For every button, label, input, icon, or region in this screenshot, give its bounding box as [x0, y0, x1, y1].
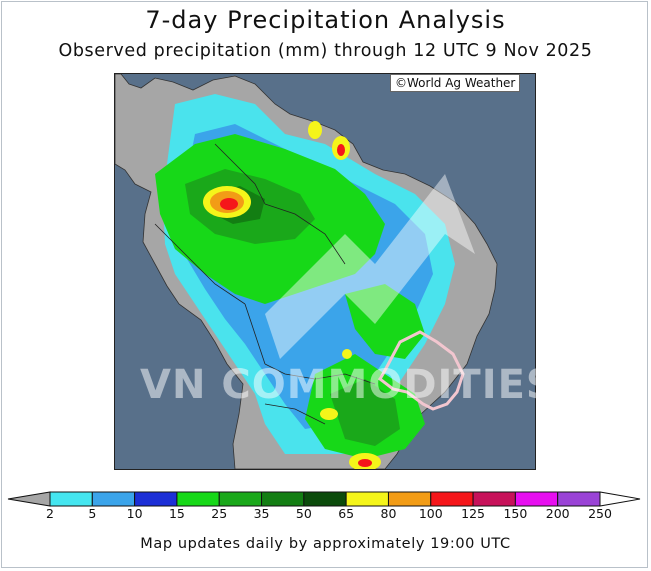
precip-hotspot-north-red [337, 144, 345, 156]
colorbar-segment [218, 491, 263, 507]
colorbar-segment [345, 491, 389, 507]
colorbar-tick-label: 100 [418, 506, 443, 521]
highlighted-region-outline [378, 330, 465, 411]
precip-hotspot-red [220, 198, 238, 210]
watermark-text: VN COMMODITIES [140, 362, 556, 408]
colorbar-segment [387, 491, 432, 507]
colorbar-tick-label: 125 [461, 506, 485, 521]
colorbar-tick-label: 5 [88, 506, 97, 521]
map-subtitle: Observed precipitation (mm) through 12 U… [58, 41, 593, 61]
credit-text: World Ag Weather [407, 76, 516, 90]
colorbar-tick-label: 35 [253, 506, 270, 521]
colorbar-tick-label: 25 [211, 506, 228, 521]
credit-badge: ©World Ag Weather [390, 74, 521, 92]
colorbar-max-arrow [599, 491, 641, 507]
precip-hotspot-se-yellow [320, 408, 338, 420]
precipitation-colorbar [7, 491, 641, 507]
map-title: 7-day Precipitation Analysis [145, 6, 506, 34]
country-borders [154, 143, 376, 425]
update-note: Map updates daily by approximately 19:00… [140, 536, 511, 552]
colorbar-min-arrow [7, 491, 51, 507]
colorbar-segment [557, 491, 601, 507]
colorbar-segment [430, 491, 474, 507]
colorbar-tick-label: 200 [545, 506, 570, 521]
precip-hotspot-mid-yellow [342, 349, 352, 359]
colorbar-tick-label: 65 [338, 506, 355, 521]
precipitation-map [114, 73, 536, 470]
colorbar-segment [514, 491, 559, 507]
colorbar-tick-label: 2 [46, 506, 54, 521]
colorbar-tick-label: 150 [503, 506, 528, 521]
copyright-icon: © [395, 76, 407, 90]
map-canvas [115, 74, 535, 469]
colorbar-tick-label: 10 [126, 506, 143, 521]
colorbar-tick-label: 15 [168, 506, 185, 521]
colorbar-tick-label: 50 [295, 506, 312, 521]
colorbar-segment [91, 491, 136, 507]
colorbar-segment [49, 491, 93, 507]
precip-hotspot-ne-yellow [308, 121, 322, 139]
precip-hotspot-south-red [358, 459, 372, 467]
colorbar-segment [303, 491, 347, 507]
colorbar-tick-label: 80 [380, 506, 397, 521]
colorbar-tick-label: 250 [588, 506, 612, 521]
colorbar-segment [261, 491, 305, 507]
colorbar-segment [134, 491, 178, 507]
colorbar-segment [472, 491, 516, 507]
watermark-arrow-shape [265, 174, 475, 359]
precip-mid-green-south [330, 379, 400, 446]
colorbar-segment [176, 491, 220, 507]
